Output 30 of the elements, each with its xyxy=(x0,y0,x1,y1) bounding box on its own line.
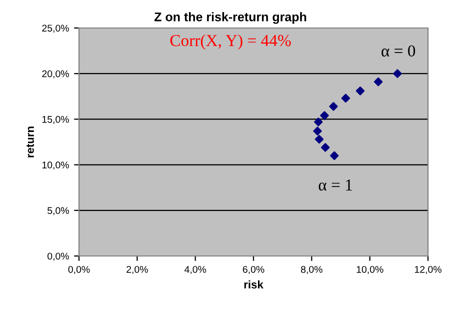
point xyxy=(374,77,383,86)
point xyxy=(329,102,338,111)
x-tick-label: 6,0% xyxy=(242,266,264,274)
y-tick-label: 25,0% xyxy=(42,24,69,33)
point xyxy=(314,118,323,126)
point xyxy=(314,134,324,144)
x-tick-label: 12,0% xyxy=(414,266,442,274)
point xyxy=(313,126,322,136)
y-axis-title: return xyxy=(26,126,34,158)
x-tick-label: 2,0% xyxy=(126,266,148,274)
y-tick-label: 0,0% xyxy=(48,252,69,261)
annotation: α = 1 xyxy=(318,179,352,191)
chart-title: Z on the risk-return graph xyxy=(154,12,306,24)
x-tick-label: 4,0% xyxy=(184,266,206,274)
point xyxy=(330,151,339,160)
x-tick-label: 8,0% xyxy=(301,266,322,274)
y-tick-label: 15,0% xyxy=(42,116,69,124)
point xyxy=(393,69,402,78)
point xyxy=(320,143,330,152)
x-tick-label: 0,0% xyxy=(68,266,90,274)
y-tick-label: 5,0% xyxy=(48,207,69,216)
y-tick-label: 20,0% xyxy=(42,70,69,78)
chart-subtitle: Corr(X, Y) = 44% xyxy=(170,34,291,50)
annotation: α = 0 xyxy=(382,45,416,57)
x-axis-title: risk xyxy=(244,280,264,288)
point xyxy=(320,111,329,120)
y-tick-label: 10,0% xyxy=(42,162,69,170)
x-tick-label: 10,0% xyxy=(356,266,384,274)
point xyxy=(356,86,365,96)
point xyxy=(341,94,350,103)
